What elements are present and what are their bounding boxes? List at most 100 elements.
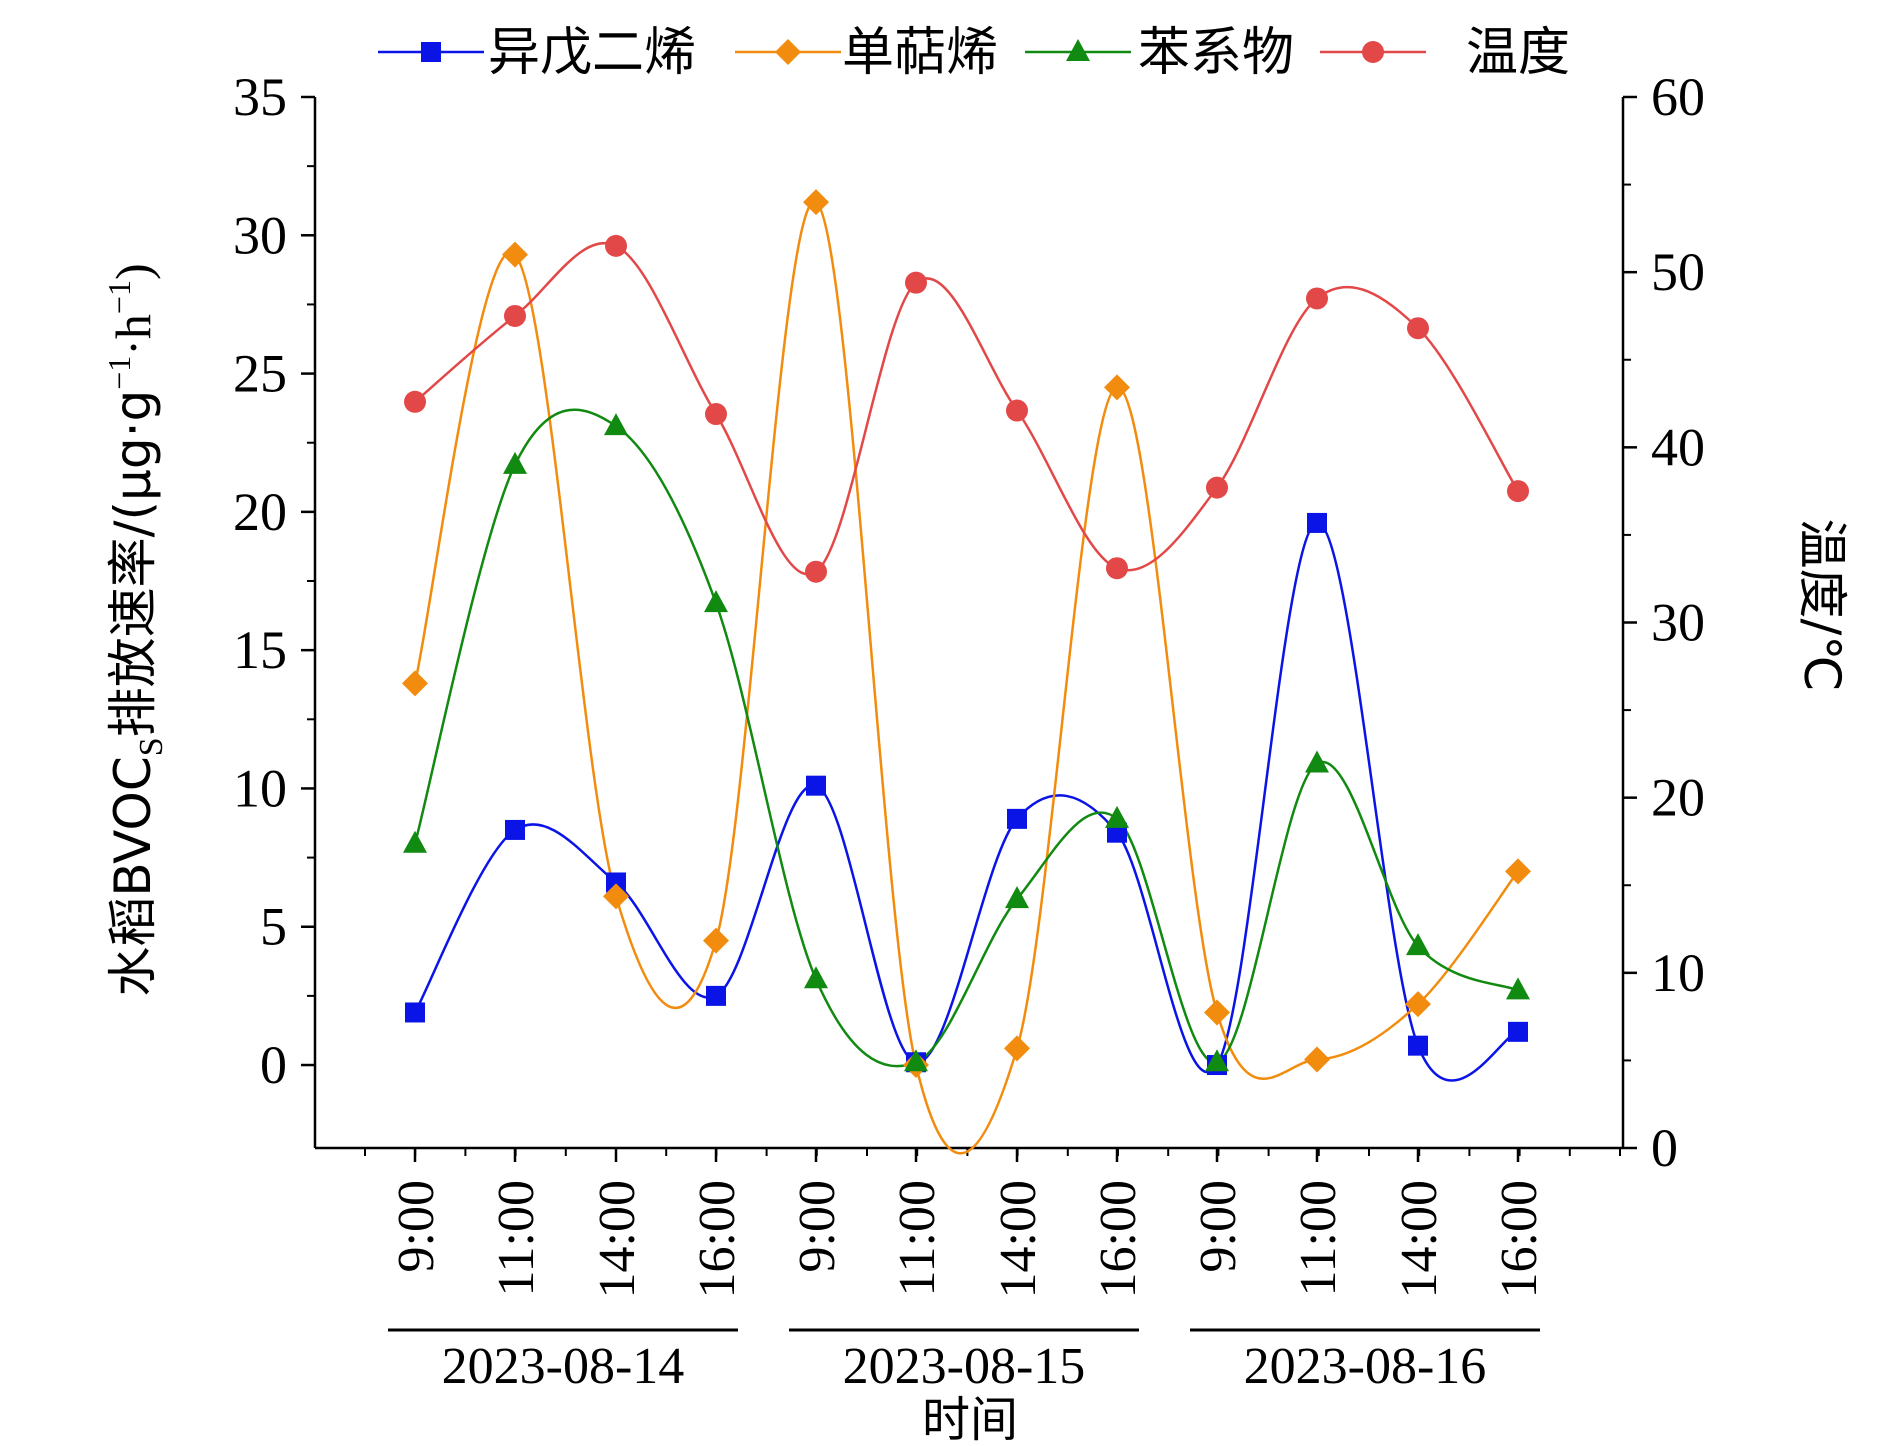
data-point-diamond [1304, 1046, 1330, 1073]
data-point-circle [504, 304, 526, 327]
axes: 0 5 10 15 20 25 30 35 0 10 20 30 40 50 60 9:00 11:00 14:0… [233, 67, 1705, 1395]
x-axis-title: 时间 [922, 1392, 1018, 1446]
data-point-triangle [704, 590, 728, 613]
y-left-title-part2: 排放速率/(μg·g [104, 390, 162, 738]
date-group-label: 2023-08-15 [843, 1338, 1086, 1395]
data-point-square [1508, 1021, 1528, 1042]
y-right-tick-label: 20 [1651, 768, 1705, 828]
data-point-triangle [604, 413, 628, 436]
legend-label-2: 单萜烯 [842, 23, 998, 83]
data-point-circle [404, 390, 426, 413]
series-lines [413, 200, 1520, 1155]
data-point-square [405, 1002, 425, 1023]
y-axis-left-title: 水稻BVOCS排放速率/(μg·g−1·h−1) [101, 263, 170, 996]
data-point-square [606, 872, 626, 893]
y-left-tick-label: 35 [233, 67, 287, 127]
x-tick-label: 16:00 [1090, 1180, 1147, 1298]
legend-label-4: 温度 [1466, 23, 1570, 83]
legend: 异戊二烯 单萜烯 苯系物 温度 [378, 23, 1570, 83]
series-line-1 [413, 521, 1519, 1082]
data-point-circle [1407, 317, 1429, 340]
data-point-circle [805, 560, 827, 583]
data-point-triangle [1005, 886, 1029, 909]
data-point-square [505, 819, 525, 840]
y-left-title-part4: ) [105, 263, 161, 280]
data-point-diamond [703, 927, 729, 954]
y-left-tick-label: 25 [233, 344, 287, 404]
data-point-diamond [603, 883, 629, 910]
x-tick-label: 16:00 [689, 1180, 746, 1298]
y-left-title-sup2: −1 [101, 280, 137, 314]
data-point-square [1408, 1035, 1428, 1056]
y-right-tick-label: 10 [1651, 943, 1705, 1003]
date-group-label: 2023-08-16 [1244, 1338, 1487, 1395]
data-point-circle [905, 271, 927, 294]
data-point-square [706, 985, 726, 1006]
data-point-triangle [1506, 977, 1530, 1000]
data-point-circle [1306, 287, 1328, 310]
series-line-3 [413, 408, 1519, 1068]
data-point-triangle [503, 451, 527, 474]
y-axis-right-title: 温度/℃ [1793, 519, 1851, 692]
series-markers [402, 189, 1531, 1079]
y-left-tick-label: 30 [233, 205, 287, 265]
data-point-triangle [1105, 805, 1129, 828]
y-left-title-part1: 水稻BVOC [104, 756, 162, 996]
y-left-title-sup1: −1 [101, 356, 137, 390]
x-tick-label: 9:00 [1190, 1180, 1247, 1272]
data-point-triangle [403, 830, 427, 853]
y-right-tick-label: 60 [1651, 67, 1705, 127]
data-point-circle [1006, 399, 1028, 422]
data-point-triangle [1305, 750, 1329, 773]
y-left-tick-label: 0 [260, 1035, 287, 1095]
data-point-triangle [1205, 1049, 1229, 1072]
data-point-circle [1206, 476, 1228, 499]
series-line-2 [413, 200, 1519, 1155]
data-point-diamond [803, 189, 829, 216]
y-left-tick-label: 5 [260, 897, 287, 957]
y-right-tick-label: 30 [1651, 593, 1705, 653]
y-right-tick-label: 50 [1651, 242, 1705, 302]
data-point-triangle [904, 1049, 928, 1072]
x-tick-label: 11:00 [1290, 1180, 1347, 1297]
series-line-4 [414, 242, 1520, 576]
data-point-circle [705, 403, 727, 426]
x-tick-label: 9:00 [388, 1180, 445, 1272]
legend-label-3: 苯系物 [1138, 23, 1294, 83]
y-right-tick-label: 0 [1651, 1118, 1678, 1178]
y-left-title-part3: ·h [105, 314, 161, 356]
y-left-tick-label: 20 [233, 482, 287, 542]
x-tick-label: 14:00 [589, 1180, 646, 1298]
x-tick-label: 14:00 [1391, 1180, 1448, 1298]
x-tick-label: 11:00 [889, 1180, 946, 1297]
data-point-triangle [1406, 933, 1430, 956]
data-point-diamond [402, 670, 428, 697]
legend-marker-circle [1362, 41, 1384, 63]
y-right-tick-label: 40 [1651, 417, 1705, 477]
y-left-tick-label: 10 [233, 758, 287, 818]
date-group-label: 2023-08-14 [442, 1338, 685, 1395]
data-point-diamond [1405, 991, 1431, 1018]
y-left-title-sub: S [133, 737, 170, 756]
data-point-circle [1507, 480, 1529, 503]
data-point-diamond [1204, 999, 1230, 1026]
legend-label-1: 异戊二烯 [488, 23, 696, 83]
data-point-diamond [1004, 1035, 1030, 1062]
data-point-diamond [1104, 374, 1130, 401]
x-tick-label: 9:00 [789, 1180, 846, 1272]
data-point-square [1307, 512, 1327, 533]
data-point-diamond [502, 241, 528, 268]
data-point-square [1007, 808, 1027, 829]
data-point-square [806, 775, 826, 796]
x-tick-label: 14:00 [990, 1180, 1047, 1298]
legend-marker-triangle [1066, 39, 1090, 61]
data-point-circle [1106, 557, 1128, 580]
data-point-circle [605, 234, 627, 257]
x-tick-label: 16:00 [1491, 1180, 1548, 1298]
legend-marker-diamond [775, 39, 801, 65]
data-point-diamond [1505, 858, 1531, 885]
data-point-triangle [804, 966, 828, 989]
x-tick-label: 11:00 [488, 1180, 545, 1297]
legend-marker-square [421, 42, 441, 62]
